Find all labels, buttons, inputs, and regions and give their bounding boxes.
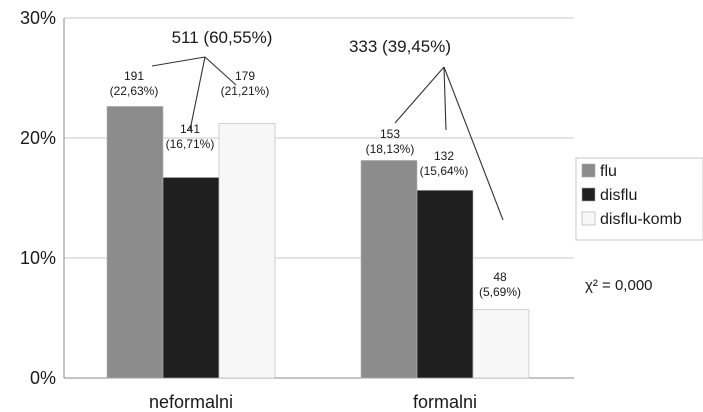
legend-label: disflu: [600, 187, 637, 204]
group-total-label: 511 (60,55%): [172, 28, 273, 47]
connector-line: [443, 66, 447, 131]
bar-flu-neformalni: [106, 106, 164, 379]
y-tick-label: 0%: [30, 368, 56, 388]
x-category-label: formalni: [413, 392, 477, 412]
data-label-percent: (21,21%): [221, 84, 270, 98]
legend-box: [575, 157, 703, 241]
data-label-count: 48: [493, 270, 507, 284]
data-label-count: 153: [380, 127, 400, 141]
data-label-count: 191: [124, 69, 144, 83]
y-tick-label: 10%: [20, 248, 56, 268]
connector-line: [394, 66, 445, 124]
legend-swatch-disflu: [581, 187, 596, 202]
connector-line: [189, 56, 206, 131]
connector-line: [204, 56, 237, 86]
x-category-label: neformalni: [149, 392, 233, 412]
data-label-count: 179: [235, 69, 255, 83]
data-label-percent: (15,64%): [420, 164, 469, 178]
legend-label: disflu-komb: [600, 211, 682, 228]
bar-disflu-formalni: [416, 190, 474, 379]
data-label-percent: (18,13%): [366, 142, 415, 156]
legend-label: flu: [600, 163, 617, 180]
legend-swatch-disflu-komb: [581, 211, 596, 226]
data-label-percent: (5,69%): [479, 285, 521, 299]
bar-disflu-komb-neformalni: [218, 123, 276, 379]
chi-square-annotation: χ² = 0,000: [585, 277, 653, 294]
data-label-count: 132: [434, 149, 454, 163]
data-label-percent: (16,71%): [166, 137, 215, 151]
data-label-percent: (22,63%): [110, 84, 159, 98]
connector-line: [443, 66, 504, 221]
bar-flu-formalni: [360, 160, 418, 379]
bar-disflu-neformalni: [162, 177, 220, 379]
connector-line: [151, 56, 206, 67]
bar-disflu-komb-formalni: [472, 309, 530, 379]
group-total-label: 333 (39,45%): [349, 37, 451, 56]
legend-swatch-flu: [581, 163, 596, 178]
y-tick-label: 20%: [20, 128, 56, 148]
y-tick-label: 30%: [20, 8, 56, 28]
